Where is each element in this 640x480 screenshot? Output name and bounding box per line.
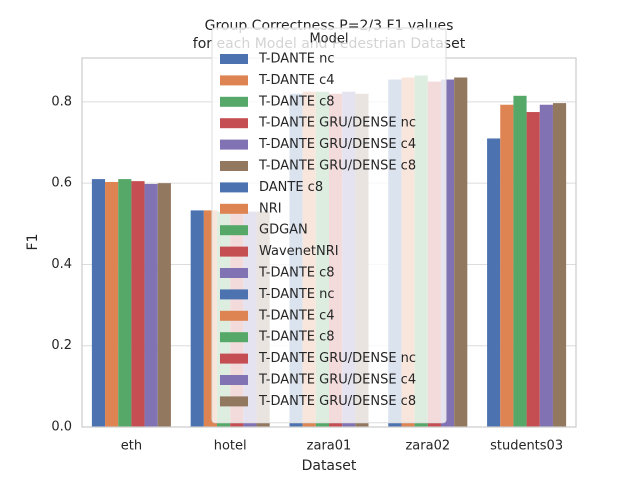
legend-label: T-DANTE GRU/DENSE c8 xyxy=(258,394,416,409)
legend-label: T-DANTE c8 xyxy=(258,266,335,281)
bar xyxy=(487,138,501,427)
bar xyxy=(144,183,158,427)
legend-label: NRI xyxy=(259,201,282,216)
legend-label: T-DANTE c8 xyxy=(258,330,335,345)
bar xyxy=(526,112,540,427)
legend-swatch xyxy=(220,332,248,343)
legend-label: T-DANTE nc xyxy=(258,287,335,302)
legend-swatch xyxy=(220,96,248,107)
x-tick-label: hotel xyxy=(214,439,247,454)
legend-label: GDGAN xyxy=(259,223,308,238)
legend-label: T-DANTE GRU/DENSE nc xyxy=(258,116,416,131)
legend-swatch xyxy=(220,118,248,129)
legend-swatch xyxy=(220,353,248,364)
bar xyxy=(157,183,171,427)
bar xyxy=(190,210,204,427)
x-axis-label: Dataset xyxy=(302,458,357,474)
y-tick-label: 0.4 xyxy=(51,257,72,272)
bar xyxy=(552,103,567,427)
bar xyxy=(91,179,106,427)
legend-swatch xyxy=(220,75,248,86)
bar xyxy=(500,104,514,427)
y-tick-label: 0.6 xyxy=(51,176,72,191)
legend-label: T-DANTE c4 xyxy=(258,73,335,88)
legend-swatch xyxy=(220,203,248,214)
legend-label: T-DANTE GRU/DENSE nc xyxy=(258,351,416,366)
y-axis-label: F1 xyxy=(25,234,41,251)
bar xyxy=(513,95,527,427)
bar xyxy=(105,181,119,427)
legend-label: WavenetNRI xyxy=(259,244,339,259)
legend-label: T-DANTE GRU/DENSE c8 xyxy=(258,159,416,174)
legend-swatch xyxy=(220,161,248,171)
y-tick-label: 0.2 xyxy=(51,338,72,353)
legend-swatch xyxy=(220,225,248,236)
x-tick-label: students03 xyxy=(490,439,563,454)
legend-label: DANTE c8 xyxy=(259,180,323,195)
legend-swatch xyxy=(220,310,248,321)
legend-swatch xyxy=(220,139,248,150)
legend-swatch xyxy=(220,289,248,300)
legend-swatch xyxy=(220,396,248,407)
legend-swatch xyxy=(220,246,248,257)
x-tick-label: eth xyxy=(121,439,142,454)
legend-swatch xyxy=(220,182,248,193)
legend-label: T-DANTE nc xyxy=(258,52,335,67)
x-tick-label: zara01 xyxy=(307,439,352,454)
legend-box xyxy=(211,27,447,424)
bar xyxy=(131,181,145,427)
legend-label: T-DANTE GRU/DENSE c4 xyxy=(258,137,416,152)
x-tick-label: zara02 xyxy=(405,439,450,454)
legend-label: T-DANTE GRU/DENSE c4 xyxy=(258,373,416,388)
y-tick-label: 0.8 xyxy=(51,94,72,109)
bar xyxy=(454,77,468,428)
legend-label: T-DANTE c8 xyxy=(258,94,335,109)
legend-swatch xyxy=(220,375,248,385)
legend-swatch xyxy=(220,54,248,64)
bar xyxy=(118,179,132,427)
legend-swatch xyxy=(220,268,248,278)
legend-title: Model xyxy=(309,32,348,47)
y-tick-label: 0.0 xyxy=(51,420,72,435)
legend-label: T-DANTE c4 xyxy=(258,308,335,323)
bar xyxy=(539,104,553,427)
